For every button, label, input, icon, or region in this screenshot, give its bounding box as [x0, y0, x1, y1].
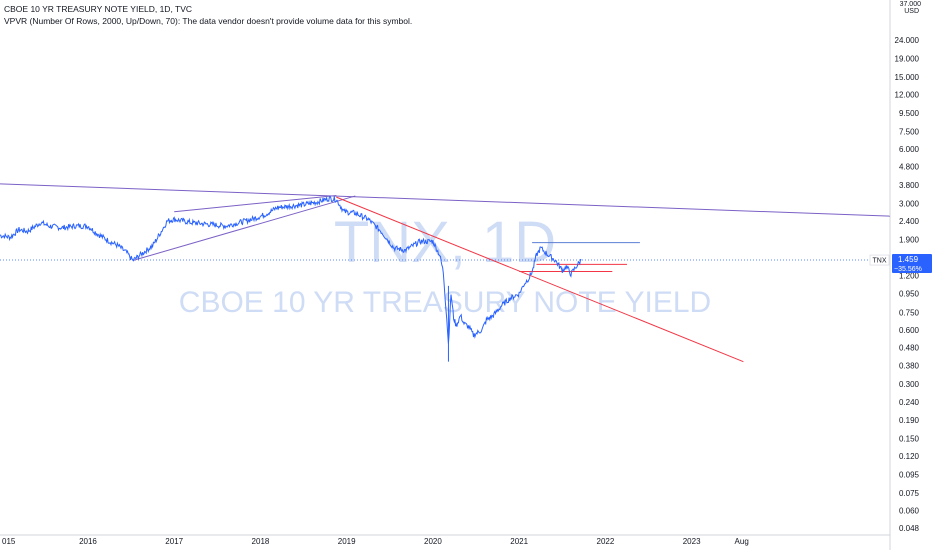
y-tick-label: 0.240: [899, 398, 920, 407]
x-tick-label: 2021: [510, 537, 528, 546]
x-tick-label: 015: [2, 537, 16, 546]
y-tick-label: 0.120: [899, 452, 920, 461]
y-tick-label: 9.500: [899, 109, 920, 118]
y-tick-label: 12.000: [895, 91, 920, 100]
trend-line: [336, 196, 744, 363]
x-tick-label: 2022: [597, 537, 615, 546]
symbol-badge-bg: [869, 254, 890, 266]
x-tick-label: 2023: [683, 537, 701, 546]
y-tick-label: 0.190: [899, 416, 920, 425]
y-tick-label: 15.000: [895, 73, 920, 82]
price-tag-value: 1.459: [898, 255, 919, 264]
price-tag-bg: [892, 254, 932, 274]
y-tick-label: 0.095: [899, 471, 920, 480]
y-tick-label: 0.060: [899, 507, 920, 516]
x-tick-label: 2020: [424, 537, 442, 546]
trend-line: [0, 183, 891, 217]
chart-title: CBOE 10 YR TREASURY NOTE YIELD, 1D, TVC: [4, 4, 193, 14]
y-tick-label: 0.075: [899, 489, 920, 498]
y-unit-label: USD: [904, 8, 919, 15]
last-price-tag: 1.459 −35.56%: [892, 254, 932, 274]
price-tag-change: −35.56%: [894, 266, 922, 273]
y-tick-label: 0.150: [899, 435, 920, 444]
y-tick-label: 0.950: [899, 290, 920, 299]
trend-line: [174, 194, 337, 213]
y-tick-label: 0.750: [899, 308, 920, 317]
y-tick-label: 0.480: [899, 343, 920, 352]
x-tick-label: 2019: [338, 537, 356, 546]
y-tick-label: 19.000: [895, 54, 920, 63]
y-tick-label: 37.000: [900, 1, 922, 8]
symbol-badge: TNX: [873, 258, 887, 265]
y-tick-label: 6.000: [899, 145, 920, 154]
y-tick-label: 0.300: [899, 380, 920, 389]
y-tick-label: 2.400: [899, 217, 920, 226]
y-tick-label: 0.048: [899, 524, 920, 533]
y-tick-label: 0.600: [899, 326, 920, 335]
x-tick-label: 2016: [79, 537, 97, 546]
trend-line: [132, 195, 356, 261]
y-tick-label: 1.200: [899, 271, 920, 280]
indicator-legend: VPVR (Number Of Rows, 2000, Up/Down, 70)…: [4, 16, 413, 26]
y-tick-label: 7.500: [899, 127, 920, 136]
y-tick-label: 4.800: [899, 163, 920, 172]
y-tick-label: 1.900: [899, 235, 920, 244]
x-tick-label: Aug: [735, 537, 749, 546]
x-tick-label: 2017: [165, 537, 183, 546]
price-series-line: [0, 195, 582, 344]
x-tick-label: 2018: [252, 537, 270, 546]
y-tick-label: 3.000: [899, 199, 920, 208]
y-tick-label: 24.000: [895, 36, 920, 45]
watermark-symbol: TNX, 1D: [334, 210, 556, 275]
y-tick-label: 3.800: [899, 181, 920, 190]
y-tick-label: 0.380: [899, 362, 920, 371]
